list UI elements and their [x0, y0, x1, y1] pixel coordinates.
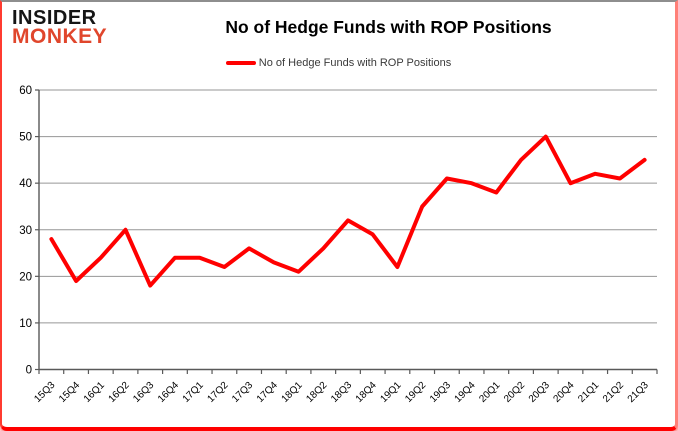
logo-line-monkey: MONKEY	[12, 25, 108, 49]
x-tick-label-15Q4: 15Q4	[57, 380, 82, 405]
x-tick-label-19Q1: 19Q1	[378, 380, 403, 405]
y-tick-label-50: 50	[19, 132, 32, 144]
x-tick-label-20Q2: 20Q2	[502, 380, 527, 405]
y-tick-label-40: 40	[19, 178, 32, 190]
legend-line-swatch-icon	[225, 61, 256, 65]
logo-line-insider: INSIDER	[12, 7, 97, 29]
x-tick-label-16Q4: 16Q4	[156, 380, 181, 405]
x-tick-label-16Q2: 16Q2	[107, 380, 132, 405]
insider-monkey-logo: INSIDER MONKEY	[12, 7, 108, 49]
x-tick-label-18Q3: 18Q3	[329, 380, 354, 405]
x-tick-label-17Q1: 17Q1	[181, 380, 206, 405]
x-tick-label-19Q4: 19Q4	[453, 380, 478, 405]
x-tick-label-17Q4: 17Q4	[255, 380, 280, 405]
x-tick-label-18Q4: 18Q4	[354, 380, 379, 405]
x-tick-label-15Q3: 15Q3	[32, 380, 57, 405]
chart-title: No of Hedge Funds with ROP Positions	[225, 17, 552, 37]
x-tick-label-20Q1: 20Q1	[477, 380, 502, 405]
y-tick-label-10: 10	[19, 318, 32, 330]
x-tick-label-20Q4: 20Q4	[552, 380, 577, 405]
x-tick-label-21Q3: 21Q3	[626, 380, 651, 405]
y-tick-label-60: 60	[19, 85, 32, 97]
x-tick-label-21Q2: 21Q2	[601, 380, 626, 405]
x-tick-label-21Q1: 21Q1	[576, 380, 601, 405]
y-tick-label-20: 20	[19, 271, 32, 283]
y-tick-label-30: 30	[19, 225, 32, 237]
legend-label: No of Hedge Funds with ROP Positions	[258, 57, 452, 69]
x-tick-label-16Q1: 16Q1	[82, 380, 107, 405]
x-tick-label-17Q3: 17Q3	[230, 380, 255, 405]
x-tick-label-17Q2: 17Q2	[205, 380, 230, 405]
series-line-rop	[49, 134, 647, 288]
chart-legend: No of Hedge Funds with ROP Positions	[2, 57, 675, 69]
x-tick-label-18Q1: 18Q1	[280, 380, 305, 405]
x-tick-label-16Q3: 16Q3	[131, 380, 156, 405]
x-tick-label-18Q2: 18Q2	[304, 380, 329, 405]
y-tick-label-0: 0	[26, 365, 32, 377]
x-tick-label-19Q3: 19Q3	[428, 380, 453, 405]
x-tick-label-20Q3: 20Q3	[527, 380, 552, 405]
x-tick-label-19Q2: 19Q2	[403, 380, 428, 405]
